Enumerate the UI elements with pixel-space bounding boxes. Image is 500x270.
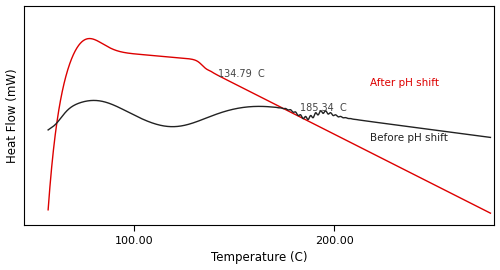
Y-axis label: Heat Flow (mW): Heat Flow (mW)	[6, 68, 18, 163]
Text: 134.79  C: 134.79 C	[218, 69, 265, 79]
Text: After pH shift: After pH shift	[370, 77, 440, 87]
Text: Before pH shift: Before pH shift	[370, 133, 448, 143]
X-axis label: Temperature (C): Temperature (C)	[211, 251, 308, 264]
Text: 185.34  C: 185.34 C	[300, 103, 347, 113]
